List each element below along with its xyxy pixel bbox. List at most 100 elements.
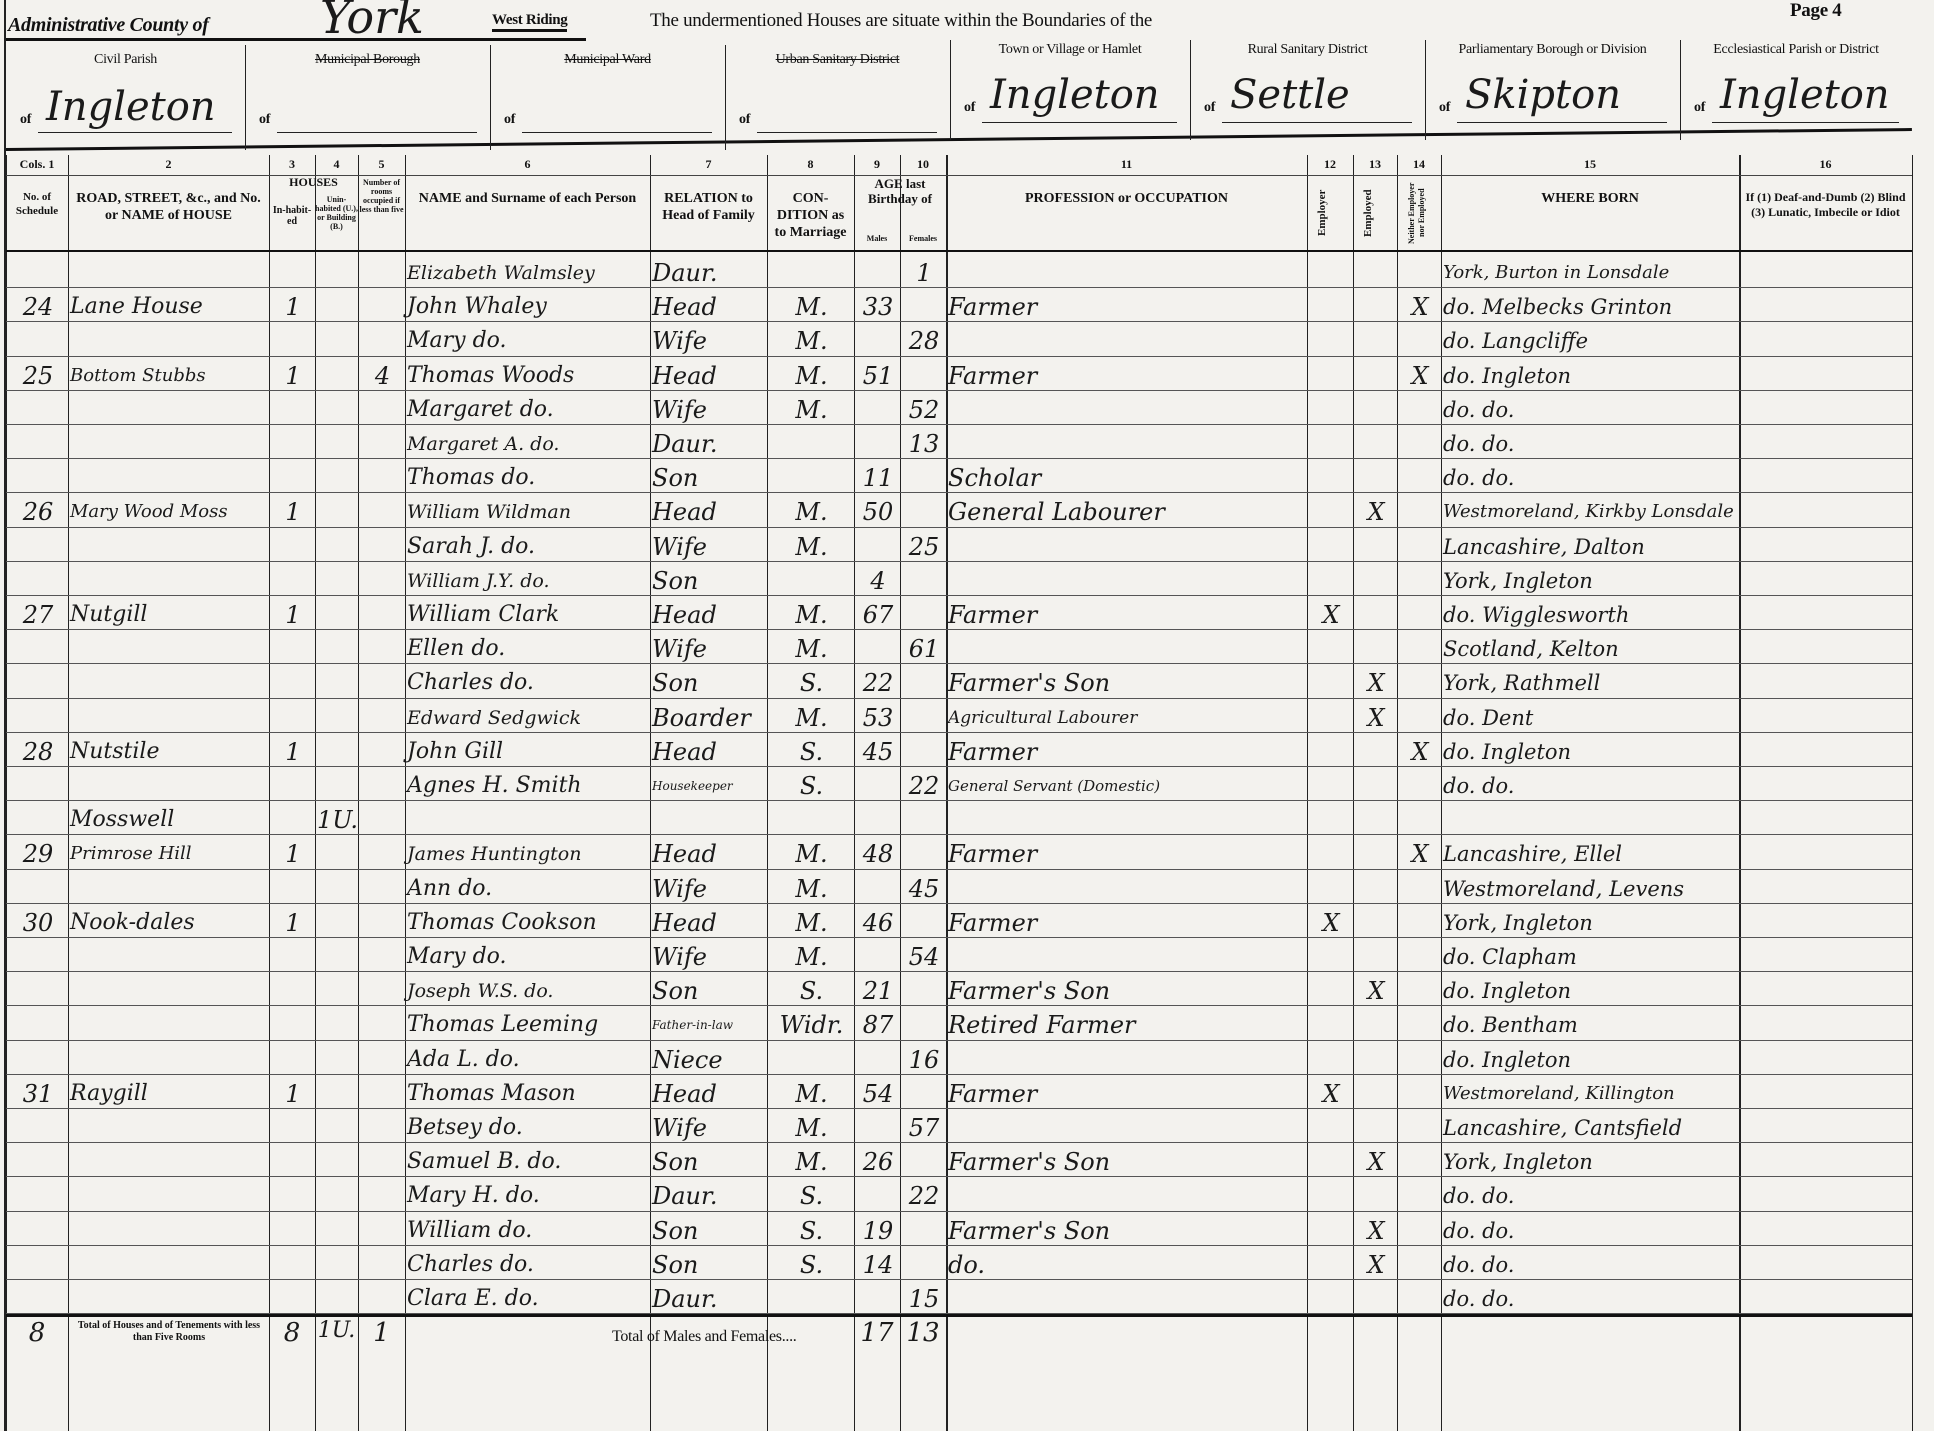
table-row: 30 Nook-dales 1 Thomas Cookson Head M. 46 Farme… xyxy=(6,904,1912,938)
occupation xyxy=(948,630,1307,664)
column-number-line xyxy=(6,175,1912,176)
occupation: Retired Farmer xyxy=(948,1011,1136,1040)
age-male: 53 xyxy=(862,703,894,732)
relation: Son xyxy=(652,1216,699,1245)
age-male xyxy=(856,938,900,972)
uninhabited xyxy=(317,562,358,596)
condition xyxy=(769,1280,854,1314)
schedule xyxy=(8,425,68,459)
rooms xyxy=(360,1246,405,1280)
area-divider xyxy=(1190,40,1191,140)
birthplace: York, Ingleton xyxy=(1443,1150,1593,1175)
birthplace: do. Clapham xyxy=(1443,945,1577,969)
area-divider xyxy=(490,45,491,150)
age-female: 16 xyxy=(908,1045,940,1074)
age-female: 15 xyxy=(908,1285,940,1313)
relation: Wife xyxy=(652,874,708,903)
age-male: 11 xyxy=(862,464,894,493)
uninhabited xyxy=(317,767,358,801)
table-row: 25 Bottom Stubbs 1 4 Thomas Woods Head M. 51 Far… xyxy=(6,357,1912,391)
inhabited xyxy=(271,972,315,1006)
rooms xyxy=(360,1006,405,1040)
of-label: of xyxy=(964,100,976,115)
header-c4: Unin-habited (U.), or Building (B.) xyxy=(315,195,358,231)
area-value: Skipton xyxy=(1465,72,1621,118)
employer xyxy=(1309,733,1353,767)
uninhabited xyxy=(317,425,358,459)
table-row: Ann do. Wife M. 45 Westmoreland, Levens xyxy=(6,870,1912,904)
birthplace: Lancashire, Dalton xyxy=(1443,534,1645,559)
neither xyxy=(1399,630,1441,664)
of-label: of xyxy=(20,112,32,127)
relation: Son xyxy=(652,1148,699,1177)
employed xyxy=(1355,459,1397,493)
name: Mary do. xyxy=(407,328,507,354)
total-uninhabited: 1U. xyxy=(317,1318,356,1344)
rooms xyxy=(360,1041,405,1075)
age-male: 54 xyxy=(862,1079,894,1108)
neither xyxy=(1399,1075,1441,1109)
area-label: Civil Parish xyxy=(94,52,157,67)
table-row: Mary do. Wife M. 54 do. Clapham xyxy=(6,938,1912,973)
condition: M. xyxy=(795,601,828,629)
condition xyxy=(769,1041,854,1075)
rooms xyxy=(360,459,405,493)
employed: X xyxy=(1367,498,1385,527)
inhabited: 1 xyxy=(285,908,301,937)
area-line xyxy=(1712,122,1899,123)
name: Margaret A. do. xyxy=(407,433,560,455)
occupation: Farmer xyxy=(948,737,1038,766)
birthplace: Lancashire, Ellel xyxy=(1443,842,1623,867)
area-label: Urban Sanitary District xyxy=(775,52,900,67)
neither xyxy=(1399,459,1441,493)
table-row: William J.Y. do. Son 4 York, Ingleton xyxy=(6,562,1912,596)
neither: X xyxy=(1411,361,1429,390)
employer xyxy=(1309,562,1353,596)
column-number: 13 xyxy=(1369,157,1381,171)
employer xyxy=(1309,254,1353,288)
inhabited xyxy=(271,630,315,664)
table-row: Margaret do. Wife M. 52 do. do. xyxy=(6,391,1912,425)
employer xyxy=(1309,425,1353,459)
rooms xyxy=(360,1177,405,1211)
column-divider xyxy=(1441,155,1442,1431)
column-number: 15 xyxy=(1584,157,1596,171)
neither xyxy=(1399,1280,1441,1314)
relation: Head xyxy=(652,601,717,629)
age-male: 46 xyxy=(862,908,894,937)
column-number: 6 xyxy=(524,157,531,171)
age-male xyxy=(856,322,900,356)
uninhabited xyxy=(317,493,358,527)
table-row: Sarah J. do. Wife M. 25 Lancashire, Dalton xyxy=(6,528,1912,562)
column-divider xyxy=(6,155,7,1431)
uninhabited xyxy=(317,1177,358,1211)
totals-persons-label: Total of Males and Females.... xyxy=(612,1328,797,1346)
area-label: Municipal Ward xyxy=(564,52,651,67)
schedule xyxy=(8,322,68,356)
birthplace: do. do. xyxy=(1443,397,1515,422)
name: Margaret do. xyxy=(407,396,554,422)
rooms xyxy=(360,972,405,1006)
header-c13: Employed xyxy=(1362,189,1374,237)
age-female xyxy=(902,459,946,493)
relation: Daur. xyxy=(652,1182,718,1211)
uninhabited xyxy=(317,1143,358,1177)
address xyxy=(70,562,269,596)
uninhabited xyxy=(317,938,358,972)
age-male xyxy=(856,254,900,288)
uninhabited xyxy=(317,391,358,425)
neither: X xyxy=(1411,840,1429,869)
age-female xyxy=(902,699,946,733)
column-number: 4 xyxy=(333,157,340,171)
inhabited: 1 xyxy=(285,293,301,322)
schedule xyxy=(8,1246,68,1280)
inhabited xyxy=(271,1041,315,1075)
occupation xyxy=(948,938,1307,972)
header-c11: PROFESSION or OCCUPATION xyxy=(1024,191,1228,206)
employer xyxy=(1309,1143,1353,1177)
schedule: 25 xyxy=(22,361,54,390)
rooms xyxy=(360,630,405,664)
occupation xyxy=(948,425,1307,459)
